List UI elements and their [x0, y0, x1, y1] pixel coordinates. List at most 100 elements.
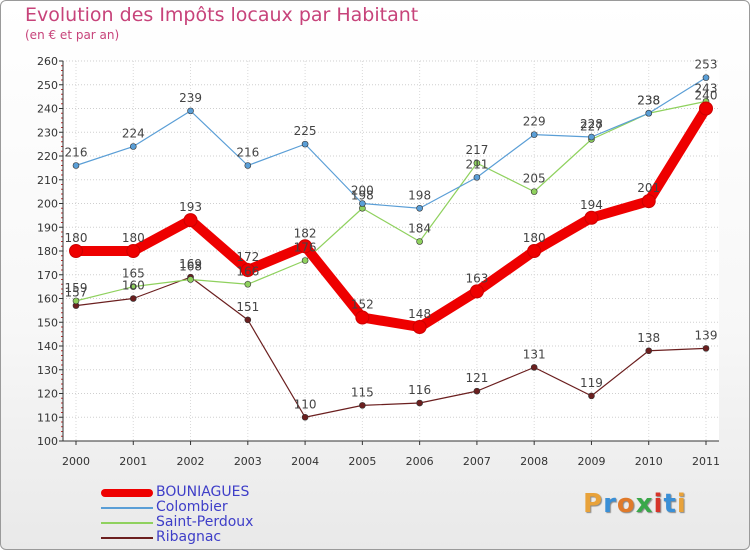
data-point-ribagnac	[645, 347, 653, 355]
legend-swatch-ribagnac	[101, 537, 153, 539]
data-point-bouniagues	[240, 263, 255, 277]
data-point-colombier	[416, 204, 423, 212]
data-point-saint-perdoux	[530, 188, 538, 195]
data-point-saint-perdoux	[244, 280, 252, 288]
logo-letter: P	[583, 489, 604, 519]
legend-swatch-bouniagues	[101, 489, 153, 497]
series-line-saint-perdoux	[75, 100, 707, 302]
data-label-ribagnac: 151	[236, 300, 259, 314]
data-label-bouniagues: 240	[695, 89, 718, 103]
data-point-colombier	[359, 200, 366, 207]
data-point-bouniagues	[69, 244, 83, 258]
data-point-colombier	[530, 131, 538, 138]
data-point-colombier	[244, 162, 252, 169]
logo-letter: i	[676, 489, 687, 519]
data-label-colombier: 198	[408, 188, 431, 202]
legend-item-saint-perdoux: Saint-Perdoux	[101, 514, 341, 530]
data-label-ribagnac: 131	[523, 347, 546, 361]
data-point-ribagnac	[702, 345, 710, 352]
data-label-saint-perdoux: 243	[695, 81, 718, 95]
data-label-bouniagues: 182	[294, 226, 317, 240]
legend-swatch-colombier	[101, 507, 153, 509]
data-point-ribagnac	[530, 364, 538, 371]
series-line-bouniagues	[71, 103, 711, 332]
y-tick-label: 100	[37, 435, 58, 448]
data-point-colombier	[702, 74, 710, 81]
data-point-ribagnac	[129, 295, 137, 302]
data-label-ribagnac: 115	[351, 385, 374, 399]
data-point-saint-perdoux	[129, 283, 137, 290]
data-point-ribagnac	[244, 316, 252, 324]
y-tick-label: 170	[37, 269, 58, 282]
chart-subtitle: (en € et par an)	[25, 28, 120, 42]
data-point-bouniagues	[355, 310, 370, 325]
y-tick-label: 140	[37, 340, 58, 353]
data-label-bouniagues: 180	[523, 231, 546, 245]
data-label-bouniagues: 148	[408, 307, 431, 321]
data-label-ribagnac: 157	[65, 286, 88, 300]
data-point-colombier	[588, 133, 595, 141]
data-label-colombier: 228	[580, 117, 603, 131]
data-point-ribagnac	[359, 402, 366, 409]
x-tick-label: 2004	[291, 455, 319, 468]
data-point-saint-perdoux	[72, 297, 80, 305]
y-tick-label: 130	[37, 364, 58, 377]
data-point-saint-perdoux	[301, 257, 309, 264]
data-label-saint-perdoux: 166	[236, 264, 259, 278]
data-point-saint-perdoux	[416, 238, 423, 245]
data-point-ribagnac	[301, 413, 309, 421]
logo-letter: o	[616, 489, 636, 519]
legend-item-ribagnac: Ribagnac	[101, 529, 341, 545]
plot-area	[63, 61, 719, 441]
data-label-bouniagues: 194	[580, 198, 603, 212]
data-label-ribagnac: 160	[122, 279, 145, 293]
x-tick-label: 2007	[463, 455, 491, 468]
data-label-colombier: 225	[294, 124, 317, 138]
y-tick-label: 160	[37, 293, 58, 306]
data-label-ribagnac: 110	[294, 397, 317, 411]
y-tick-label: 250	[37, 79, 58, 92]
data-point-saint-perdoux	[187, 276, 194, 283]
y-tick-label: 110	[37, 411, 58, 424]
data-point-ribagnac	[416, 399, 423, 407]
data-label-ribagnac: 116	[408, 383, 431, 397]
data-point-colombier	[473, 174, 481, 181]
data-point-bouniagues	[298, 239, 313, 254]
data-label-saint-perdoux: 205	[523, 172, 546, 186]
data-label-ribagnac: 139	[695, 328, 718, 342]
data-point-bouniagues	[183, 213, 198, 228]
data-label-saint-perdoux: 198	[351, 188, 374, 202]
data-point-bouniagues	[412, 320, 427, 334]
data-label-bouniagues: 152	[351, 298, 374, 312]
data-label-saint-perdoux: 217	[465, 143, 488, 157]
y-tick-label: 220	[37, 150, 58, 163]
data-label-saint-perdoux: 159	[65, 281, 88, 295]
y-tick-label: 260	[37, 55, 58, 68]
data-label-bouniagues: 180	[122, 231, 145, 245]
series-line-colombier	[75, 77, 707, 209]
y-tick-label: 240	[37, 103, 58, 116]
data-label-colombier: 253	[695, 58, 718, 72]
data-label-saint-perdoux: 227	[580, 119, 603, 133]
logo-letter: x	[635, 489, 654, 519]
logo-letter: t	[663, 489, 677, 519]
x-tick-label: 2001	[119, 455, 147, 468]
y-tick-label: 150	[37, 316, 58, 329]
chart-title: Evolution des Impôts locaux par Habitant	[25, 4, 419, 26]
data-label-ribagnac: 138	[637, 331, 660, 345]
proxiti-logo: Proxiti	[583, 489, 687, 519]
data-point-colombier	[301, 140, 309, 148]
logo-letter: r	[603, 489, 617, 519]
data-point-bouniagues	[699, 101, 713, 116]
data-point-bouniagues	[584, 210, 599, 225]
legend-item-bouniagues: BOUNIAGUES	[101, 484, 341, 500]
data-label-saint-perdoux: 165	[122, 267, 145, 281]
x-tick-label: 2011	[692, 455, 720, 468]
x-tick-label: 2010	[635, 455, 663, 468]
x-tick-label: 2008	[520, 455, 548, 468]
data-label-colombier: 200	[351, 184, 374, 198]
data-label-ribagnac: 169	[179, 257, 202, 271]
legend-swatch-saint-perdoux	[101, 522, 153, 524]
legend-item-colombier: Colombier	[101, 499, 341, 515]
